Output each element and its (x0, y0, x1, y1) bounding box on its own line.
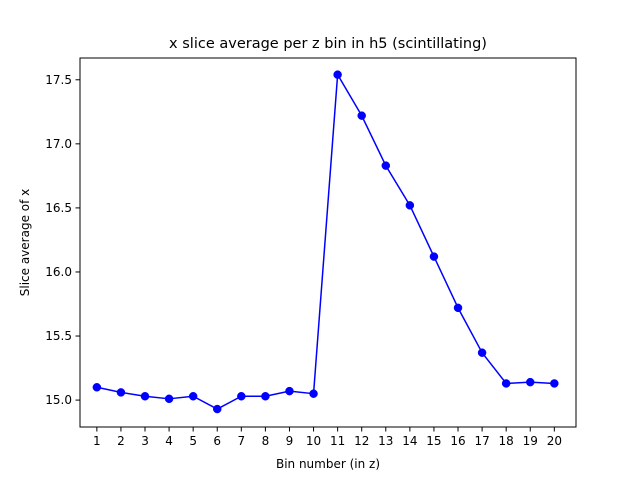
data-point-bin-7 (237, 392, 246, 401)
x-tick-label: 12 (354, 434, 369, 448)
x-tick-label: 14 (402, 434, 417, 448)
data-point-bin-9 (285, 386, 294, 396)
x-tick-label: 4 (165, 434, 173, 448)
x-tick-label: 19 (523, 434, 538, 448)
x-tick-label: 16 (450, 434, 465, 448)
data-point-bin-19 (526, 377, 535, 387)
plot-area (80, 58, 576, 427)
x-tick-label: 9 (286, 434, 294, 448)
x-tick-label: 5 (189, 434, 197, 448)
data-point-bin-15 (429, 252, 439, 261)
x-tick-label: 15 (426, 434, 441, 448)
x-tick-label: 2 (117, 434, 125, 448)
data-point-bin-1 (92, 383, 102, 392)
y-axis-ticks: 15.0 15.5 16.0 16.5 17.0 17.5 (45, 73, 80, 407)
series-layer (92, 70, 559, 414)
x-tick-label: 18 (499, 434, 514, 448)
y-axis-label: Slice average of x (18, 189, 32, 297)
x-axis-ticks: 1 2 3 4 5 6 7 8 9 10 11 12 13 14 15 16 17 18 19 20 (93, 427, 562, 448)
data-point-bin-16 (453, 303, 463, 313)
data-point-bin-2 (116, 388, 126, 397)
x-tick-label: 20 (547, 434, 562, 448)
data-point-bin-10 (309, 389, 318, 398)
x-tick-label: 13 (378, 434, 393, 448)
plot-frame (79, 57, 577, 428)
y-tick-label: 16.5 (45, 201, 72, 215)
data-point-bin-20 (550, 379, 559, 388)
y-tick-label: 15.5 (45, 329, 72, 343)
data-point-bin-8 (261, 392, 270, 401)
x-tick-label: 8 (262, 434, 270, 448)
data-point-bin-14 (405, 201, 415, 210)
data-point-bin-3 (140, 392, 150, 401)
data-point-bin-18 (501, 379, 511, 388)
chart-title: x slice average per z bin in h5 (scintil… (169, 36, 487, 52)
data-point-bin-6 (212, 404, 222, 414)
x-axis-label: Bin number (in z) (276, 457, 380, 471)
x-tick-label: 3 (141, 434, 149, 448)
x-tick-label: 11 (330, 434, 345, 448)
x-tick-label: 17 (474, 434, 489, 448)
data-point-bin-17 (477, 348, 487, 357)
x-tick-label: 6 (213, 434, 221, 448)
x-tick-label: 1 (93, 434, 101, 448)
data-point-bin-5 (188, 392, 198, 401)
x-tick-label: 7 (238, 434, 246, 448)
data-point-bin-11 (333, 70, 342, 79)
x-tick-label: 10 (306, 434, 321, 448)
y-tick-label: 15.0 (45, 393, 72, 407)
y-tick-label: 17.5 (45, 73, 72, 87)
y-tick-label: 16.0 (45, 265, 72, 279)
data-point-bin-4 (164, 394, 174, 404)
data-point-bin-13 (381, 161, 391, 170)
data-point-bin-12 (357, 111, 366, 120)
y-tick-label: 17.0 (45, 137, 72, 151)
